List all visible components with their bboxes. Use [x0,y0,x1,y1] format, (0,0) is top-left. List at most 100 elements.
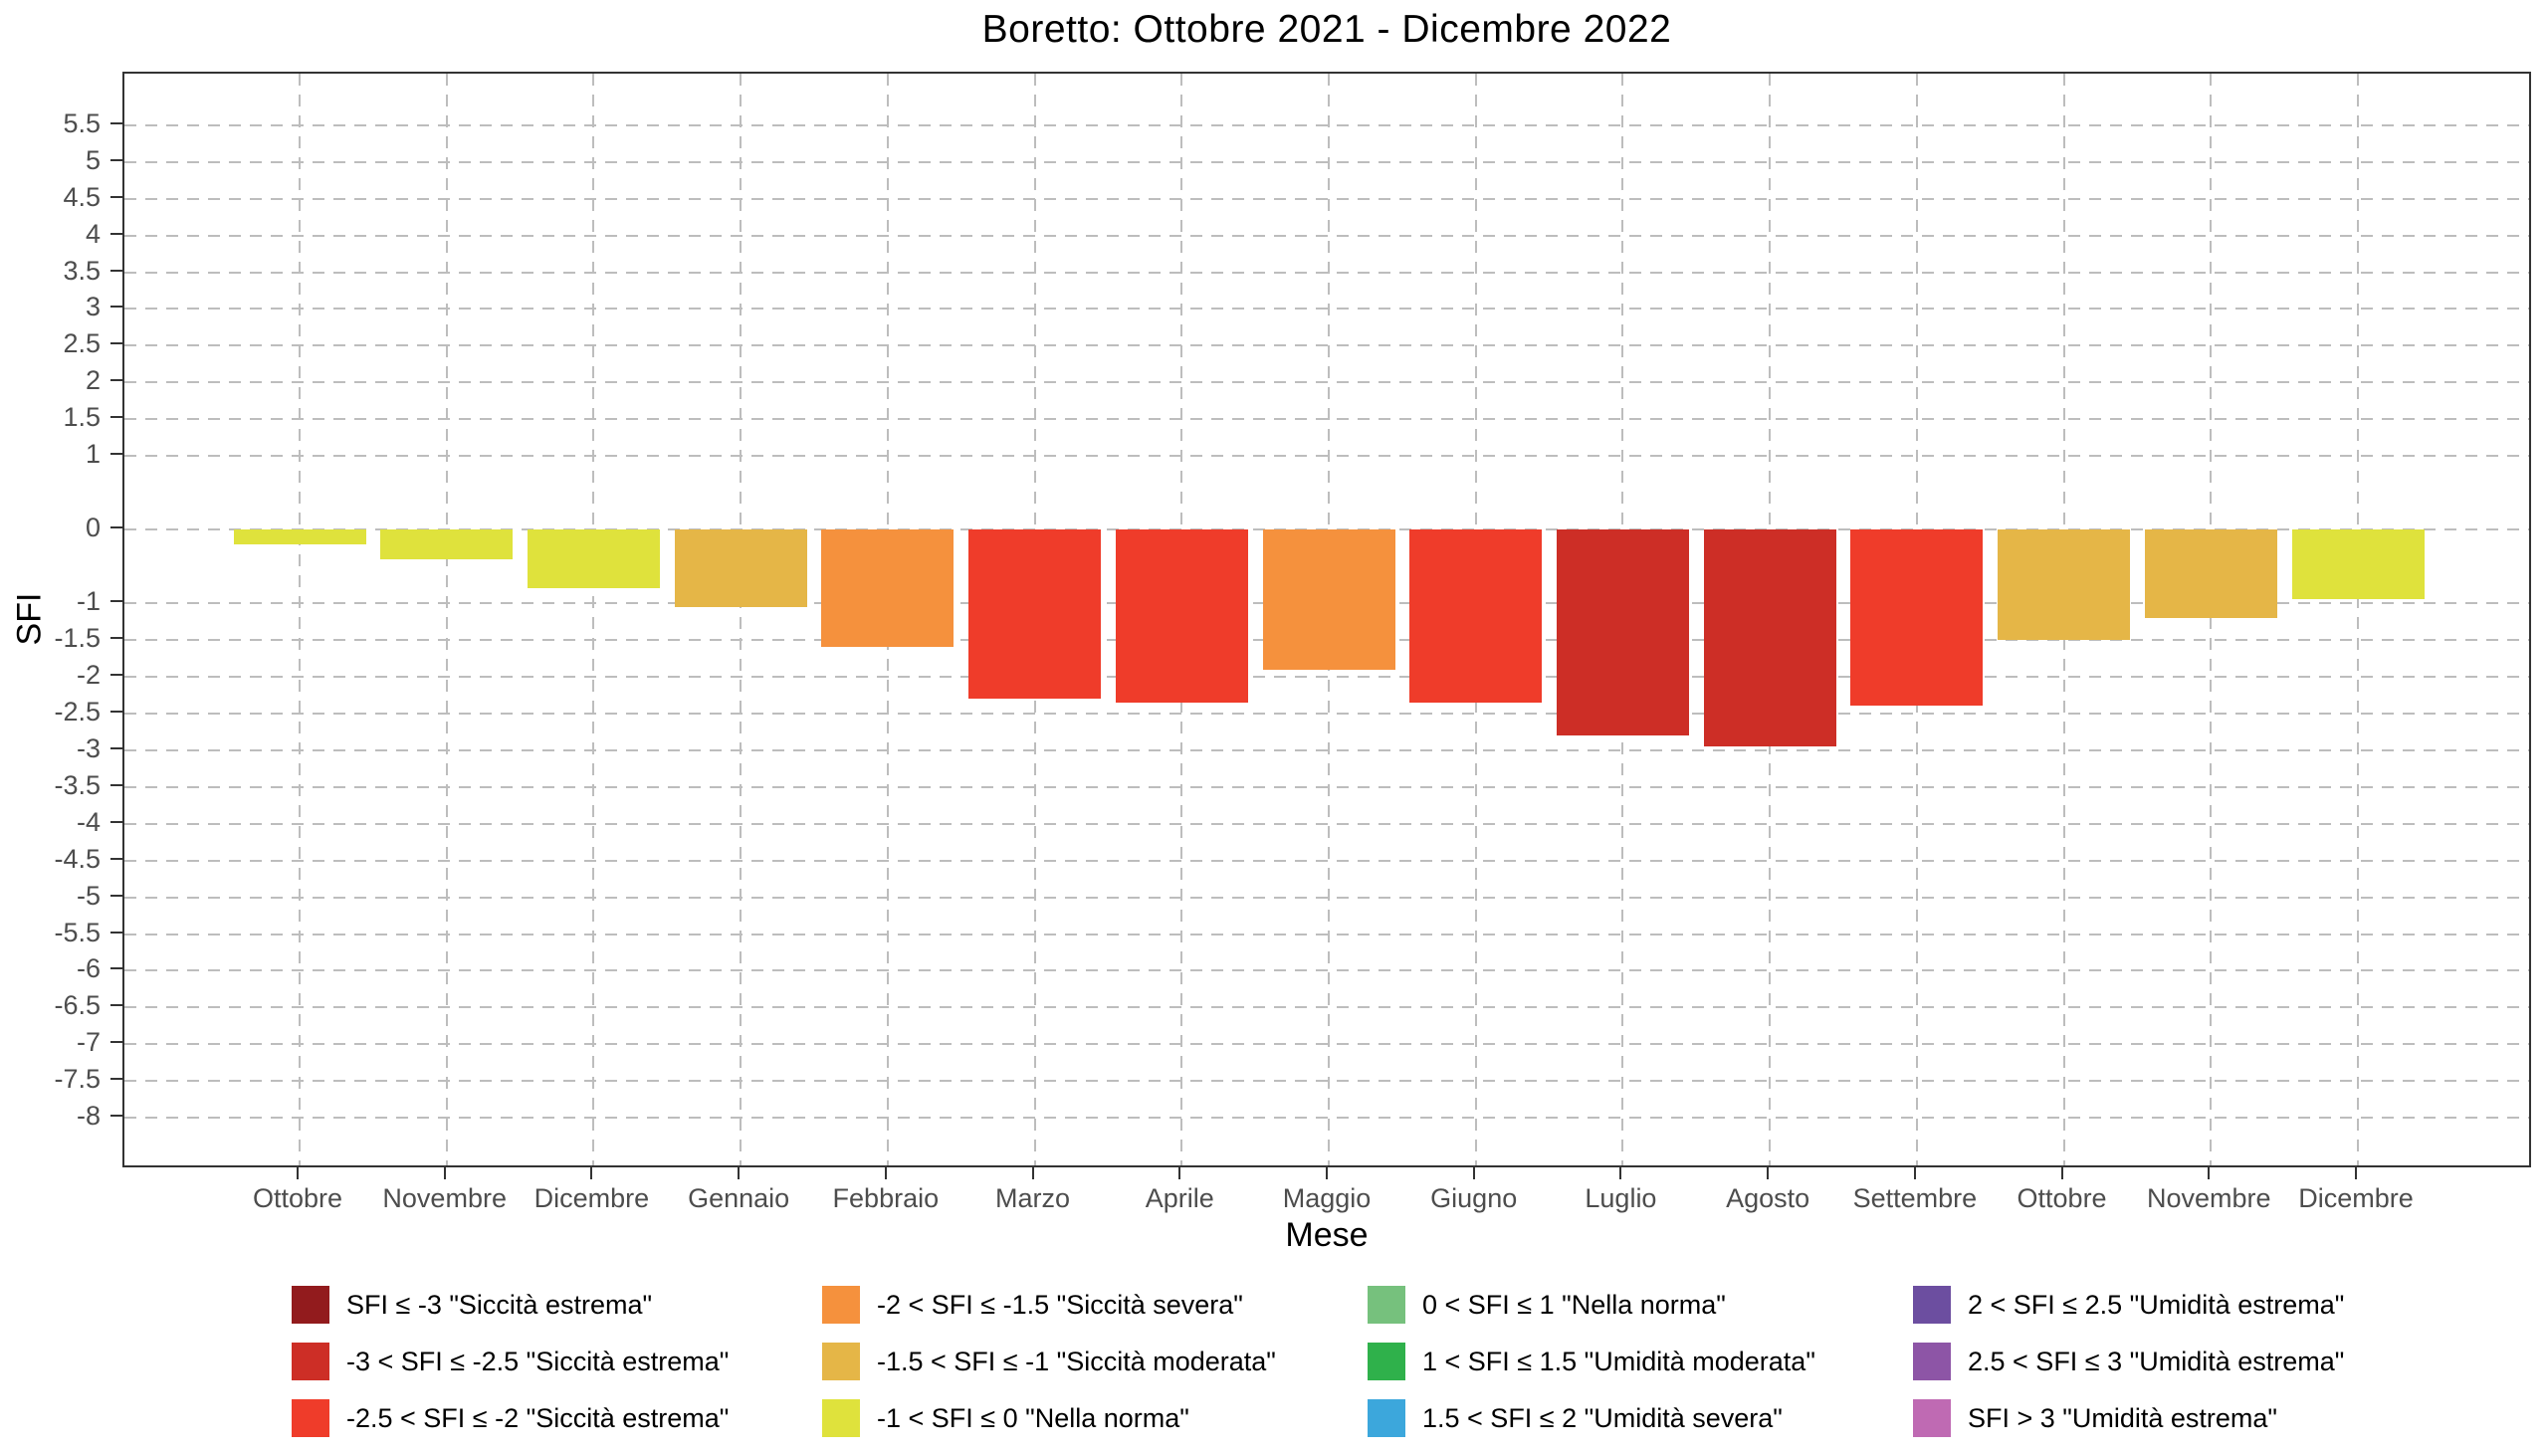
y-tick [110,1115,122,1118]
y-tick-label: 4 [85,218,101,249]
y-tick [110,453,122,456]
x-tick [1178,1167,1181,1179]
legend-column: 2 < SFI ≤ 2.5 "Umidità estrema" 2.5 < SFI… [1913,1286,2344,1456]
h-gridline [124,896,2529,899]
plot-panel [122,72,2531,1167]
legend-item: 2 < SFI ≤ 2.5 "Umidità estrema" [1913,1286,2344,1324]
x-tick-label: Ottobre [2017,1183,2107,1213]
h-gridline [124,1006,2529,1009]
h-gridline [124,455,2529,458]
h-gridline [124,197,2529,200]
legend-swatch [1368,1399,1405,1437]
y-tick [110,857,122,860]
y-tick [110,379,122,382]
legend-label: 1.5 < SFI ≤ 2 "Umidità severa" [1422,1402,1783,1433]
y-tick-label: -1.5 [54,622,101,653]
y-tick [110,710,122,713]
legend: SFI ≤ -3 "Siccità estrema" -3 < SFI ≤ -2.… [0,1286,2548,1456]
v-gridline [299,74,301,1165]
legend-column: SFI ≤ -3 "Siccità estrema" -3 < SFI ≤ -2.… [292,1286,729,1456]
h-gridline [124,969,2529,972]
x-tick [1326,1167,1328,1179]
legend-item: 0 < SFI ≤ 1 "Nella norma" [1368,1286,1815,1324]
h-gridline [124,822,2529,825]
y-tick-label: -3 [76,732,101,763]
legend-column: 0 < SFI ≤ 1 "Nella norma" 1 < SFI ≤ 1.5 "… [1368,1286,1815,1456]
y-tick [110,342,122,345]
x-tick-label: Giugno [1430,1183,1518,1213]
h-gridline [124,160,2529,163]
y-tick [110,158,122,161]
legend-swatch [1913,1343,1951,1380]
x-tick [1031,1167,1034,1179]
x-tick-label: Maggio [1282,1183,1372,1213]
bar [1115,529,1248,703]
h-gridline [124,344,2529,347]
legend-label: 0 < SFI ≤ 1 "Nella norma" [1422,1289,1726,1320]
y-tick-label: -2.5 [54,696,101,727]
y-tick [110,269,122,272]
legend-item: 2.5 < SFI ≤ 3 "Umidità estrema" [1913,1343,2344,1380]
v-gridline [2357,74,2359,1165]
legend-swatch [822,1343,860,1380]
legend-label: -3 < SFI ≤ -2.5 "Siccità estrema" [346,1346,730,1376]
y-tick-label: -8 [76,1101,101,1132]
legend-label: 1 < SFI ≤ 1.5 "Umidità moderata" [1422,1346,1815,1376]
legend-swatch [822,1399,860,1437]
x-tick [884,1167,887,1179]
legend-column: -2 < SFI ≤ -1.5 "Siccità severa" -1.5 < S… [822,1286,1276,1456]
legend-swatch [1368,1343,1405,1380]
bar [1409,529,1543,703]
bar [2144,529,2277,618]
y-tick [110,1004,122,1007]
y-tick-label: -6.5 [54,990,101,1021]
legend-item: -2 < SFI ≤ -1.5 "Siccità severa" [822,1286,1276,1324]
v-gridline [592,74,595,1165]
x-tick-label: Novembre [2147,1183,2271,1213]
y-tick-label: 4.5 [63,181,101,212]
y-tick [110,306,122,309]
y-tick [110,195,122,198]
h-gridline [124,675,2529,678]
bar [233,529,366,544]
x-tick-label: Settembre [1852,1183,1978,1213]
x-tick-label: Marzo [995,1183,1071,1213]
y-tick [110,931,122,934]
y-tick-label: 0 [85,513,101,543]
h-gridline [124,1080,2529,1083]
x-axis-title: Mese [1285,1216,1369,1254]
x-tick [1472,1167,1475,1179]
y-tick-label: -3.5 [54,769,101,800]
y-tick [110,232,122,235]
y-tick-label: -4 [76,806,101,837]
legend-item: -2.5 < SFI ≤ -2 "Siccità estrema" [292,1399,729,1437]
legend-item: SFI ≤ -3 "Siccità estrema" [292,1286,729,1324]
x-tick-label: Ottobre [252,1183,343,1213]
y-tick-label: -7.5 [54,1064,101,1095]
h-gridline [124,418,2529,421]
v-gridline [740,74,743,1165]
y-tick [110,1041,122,1044]
legend-swatch [1368,1286,1405,1324]
x-tick-label: Agosto [1726,1183,1810,1213]
legend-label: 2.5 < SFI ≤ 3 "Umidità estrema" [1968,1346,2345,1376]
bar [821,529,955,648]
x-tick [2355,1167,2357,1179]
bar [674,529,807,607]
bar [380,529,514,559]
y-tick [110,673,122,676]
h-gridline [124,859,2529,862]
y-tick [110,746,122,749]
y-tick [110,894,122,897]
legend-item: -1 < SFI ≤ 0 "Nella norma" [822,1399,1276,1437]
h-gridline [124,712,2529,715]
bar [1998,529,2131,640]
legend-swatch [822,1286,860,1324]
y-tick-label: 5.5 [63,107,101,138]
y-tick [110,636,122,639]
x-tick [443,1167,446,1179]
y-tick-label: -5 [76,880,101,911]
x-tick [1913,1167,1916,1179]
legend-label: 2 < SFI ≤ 2.5 "Umidità estrema" [1968,1289,2345,1320]
